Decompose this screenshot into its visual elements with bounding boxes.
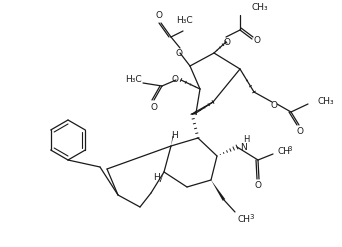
Polygon shape	[211, 180, 225, 201]
Text: O: O	[254, 181, 262, 189]
Text: O: O	[150, 103, 158, 111]
Polygon shape	[192, 113, 196, 115]
Text: CH₃: CH₃	[252, 3, 268, 13]
Text: H: H	[171, 130, 177, 140]
Text: H₃C: H₃C	[176, 17, 192, 25]
Text: H: H	[243, 136, 249, 144]
Polygon shape	[159, 172, 164, 182]
Text: 3: 3	[287, 146, 291, 152]
Text: CH: CH	[238, 215, 251, 225]
Text: O: O	[156, 12, 162, 21]
Text: H: H	[154, 173, 160, 183]
Text: O: O	[271, 101, 277, 109]
Text: CH: CH	[277, 147, 290, 157]
Text: 3: 3	[249, 214, 253, 220]
Text: O: O	[171, 76, 178, 84]
Text: O: O	[253, 37, 261, 45]
Polygon shape	[171, 136, 173, 146]
Text: O: O	[175, 49, 183, 58]
Text: O: O	[224, 38, 231, 47]
Text: CH₃: CH₃	[318, 97, 334, 105]
Text: O: O	[297, 126, 303, 136]
Text: H₃C: H₃C	[125, 76, 142, 84]
Text: N: N	[240, 143, 247, 151]
